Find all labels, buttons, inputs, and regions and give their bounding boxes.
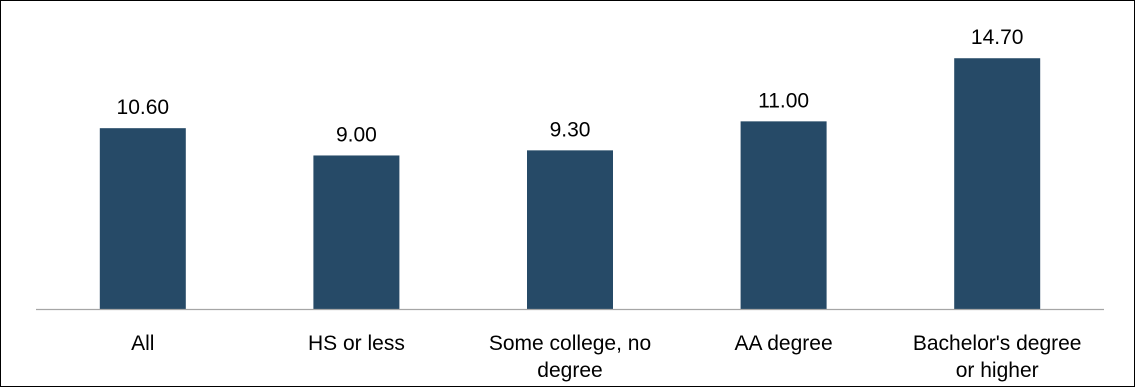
category-label-line: Some college, no <box>489 332 651 355</box>
category-label-line: Bachelor's degree <box>913 332 1082 355</box>
value-label-4: 14.70 <box>971 26 1024 49</box>
category-label-4: Bachelor's degree or higher <box>913 332 1082 382</box>
value-label-3: 11.00 <box>758 89 809 112</box>
category-label-3: AA degree <box>735 332 833 355</box>
category-label-line: degree <box>537 359 602 382</box>
value-label-1: 9.00 <box>336 123 377 146</box>
value-label-2: 9.30 <box>550 118 591 141</box>
category-label-line: HS or less <box>308 332 405 355</box>
category-label-line: All <box>131 332 154 355</box>
category-label-0: All <box>131 332 154 355</box>
bar-1 <box>313 155 400 309</box>
value-label-0: 10.60 <box>117 96 170 119</box>
bar-0 <box>99 128 186 309</box>
category-label-2: Some college, no degree <box>489 332 651 382</box>
bar-3 <box>740 121 827 310</box>
category-label-line: AA degree <box>735 332 833 355</box>
bar-4 <box>954 58 1041 310</box>
category-label-1: HS or less <box>308 332 405 355</box>
bar-2 <box>527 150 613 309</box>
category-label-line: or higher <box>956 359 1039 382</box>
